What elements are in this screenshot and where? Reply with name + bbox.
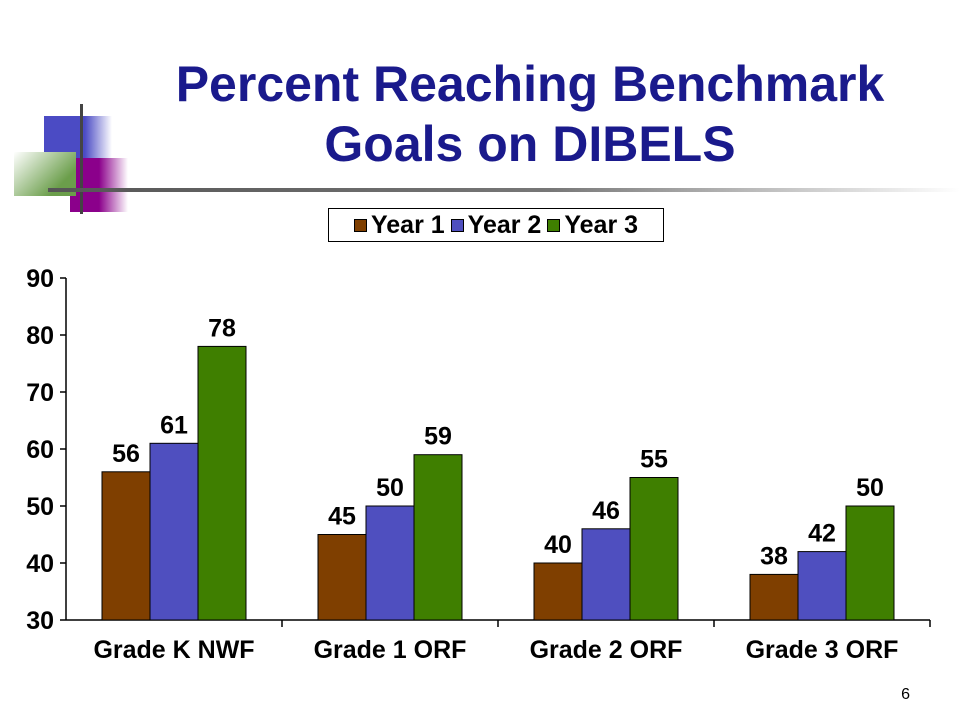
y-tick-label: 40 [26,550,54,578]
y-tick-label: 90 [26,265,54,293]
chart-legend: Year 1 Year 2 Year 3 [328,208,664,242]
bar [149,442,199,621]
legend-swatch-year2 [450,218,464,232]
y-tick-label: 30 [26,607,54,635]
legend-swatch-year1 [353,218,367,232]
data-label: 61 [160,411,188,439]
x-category-label: Grade 2 ORF [530,636,683,664]
page-number: 6 [901,686,910,703]
slide-title: Percent Reaching Benchmark Goals on DIBE… [130,54,930,174]
bar [629,477,679,621]
bar [845,505,895,621]
x-category-label: Grade K NWF [93,636,254,664]
decor-purple-square [70,158,128,212]
y-tick-label: 50 [26,493,54,521]
data-label: 55 [640,446,668,474]
y-tick-label: 80 [26,322,54,350]
data-label: 59 [424,423,452,451]
bar [413,454,463,621]
legend-item-year1: Year 1 [353,210,445,240]
data-label: 42 [808,520,836,548]
bar [101,471,151,621]
data-label: 46 [592,497,620,525]
data-label: 38 [760,542,788,570]
bar [533,562,583,621]
legend-label-year2: Year 2 [467,211,542,239]
data-label: 78 [208,314,236,342]
decor-vertical-rule [80,104,83,214]
title-underline-rule [48,188,960,192]
data-label: 50 [376,474,404,502]
data-label: 50 [856,474,884,502]
legend-label-year3: Year 3 [564,211,639,239]
data-label: 45 [328,503,356,531]
bar [749,573,799,621]
bar [365,505,415,621]
legend-item-year2: Year 2 [450,210,542,240]
bar [197,345,247,621]
y-tick-label: 70 [26,379,54,407]
bar [581,528,631,621]
data-label: 56 [112,440,140,468]
data-label: 40 [544,531,572,559]
legend-label-year1: Year 1 [370,211,445,239]
bar [317,534,367,621]
bar [797,551,847,621]
x-category-label: Grade 1 ORF [314,636,467,664]
y-tick-label: 60 [26,436,54,464]
slide-title-line2: Goals on DIBELS [324,116,736,172]
slide-title-line1: Percent Reaching Benchmark [175,56,885,112]
legend-swatch-year3 [547,218,561,232]
legend-item-year3: Year 3 [547,210,638,240]
x-category-label: Grade 3 ORF [746,636,899,664]
